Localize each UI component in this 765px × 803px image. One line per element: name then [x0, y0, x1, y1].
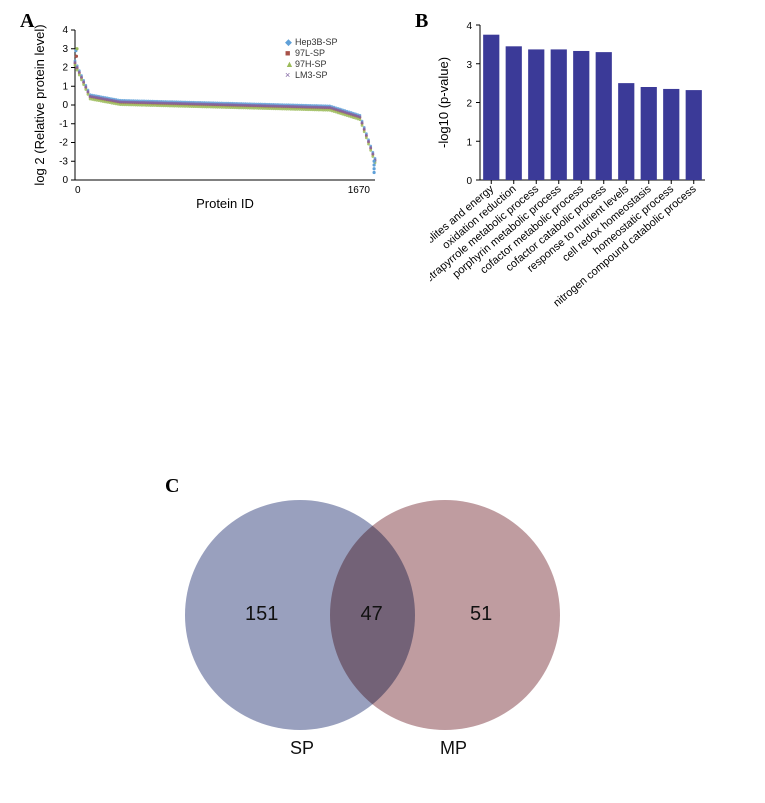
legend-marker: × — [285, 70, 290, 80]
bar-chart-svg: 01234-log10 (p-value)generation of precu… — [430, 15, 760, 395]
scatter-point — [367, 140, 370, 143]
svg-text:1: 1 — [466, 137, 472, 148]
venn-label-mp: MP — [440, 738, 467, 759]
svg-text:1670: 1670 — [348, 185, 371, 196]
venn-count-mp-only: 51 — [470, 603, 492, 626]
legend-label: 97H-SP — [295, 59, 327, 69]
scatter-point — [371, 155, 374, 158]
bar-rect — [686, 90, 702, 180]
scatter-point — [358, 118, 361, 121]
venn-label-sp: SP — [290, 738, 314, 759]
scatter-point — [361, 121, 364, 124]
scatter-point — [80, 76, 83, 79]
scatter-point — [74, 61, 77, 64]
scatter-point — [74, 64, 77, 67]
svg-text:4: 4 — [466, 21, 472, 32]
svg-text:0: 0 — [62, 100, 68, 111]
scatter-outlier — [75, 47, 78, 50]
bar-rect — [483, 35, 499, 180]
legend-label: Hep3B-SP — [295, 37, 338, 47]
svg-text:0: 0 — [62, 175, 68, 186]
bar-rect — [663, 89, 679, 180]
svg-text:-1: -1 — [59, 119, 68, 130]
legend-marker: ■ — [285, 48, 290, 58]
panel-c-venn: 151 47 51 SP MP — [170, 490, 600, 790]
scatter-point — [363, 130, 366, 133]
legend-label: 97L-SP — [295, 48, 325, 58]
bar-rect — [528, 49, 544, 180]
svg-text:3: 3 — [62, 44, 68, 55]
scatter-outlier — [75, 55, 78, 58]
panel-a-scatter: 0 -3 -2 -1 0 1 2 3 4 0 1670 Protein ID log 2 (Relati… — [30, 25, 390, 215]
bar-y-title: -log10 (p-value) — [436, 57, 451, 148]
scatter-point — [87, 93, 90, 96]
scatter-chart-svg: 0 -3 -2 -1 0 1 2 3 4 0 1670 Protein ID log 2 (Relati… — [30, 25, 390, 215]
scatter-point — [87, 90, 90, 93]
scatter-point — [80, 78, 83, 81]
scatter-point — [367, 143, 370, 146]
scatter-point — [84, 88, 87, 91]
scatter-point — [365, 137, 368, 140]
bar-rect — [596, 52, 612, 180]
scatter-point — [82, 80, 85, 83]
bar-rect — [641, 87, 657, 180]
scatter-outlier — [373, 163, 376, 166]
bar-rect — [551, 49, 567, 180]
venn-count-intersection: 47 — [361, 603, 383, 626]
scatter-point — [78, 71, 81, 74]
svg-text:-3: -3 — [59, 156, 68, 167]
scatter-outlier — [373, 171, 376, 174]
svg-text:-2: -2 — [59, 138, 68, 149]
scatter-point — [369, 146, 372, 149]
bar-rect — [506, 46, 522, 180]
scatter-point — [361, 124, 364, 127]
scatter-point — [369, 149, 372, 152]
legend-label: LM3-SP — [295, 70, 328, 80]
svg-text:2: 2 — [62, 63, 68, 74]
scatter-point — [76, 66, 79, 69]
legend-marker: ◆ — [285, 37, 292, 47]
bar-rect — [618, 83, 634, 180]
scatter-point — [371, 152, 374, 155]
scatter-point — [358, 115, 361, 118]
svg-text:3: 3 — [466, 60, 472, 71]
legend-marker: ▲ — [285, 59, 294, 69]
scatter-outlier — [373, 167, 376, 170]
panel-b-label: B — [415, 10, 428, 33]
svg-text:2: 2 — [466, 99, 472, 110]
scatter-point — [82, 83, 85, 86]
panel-b-barchart: 01234-log10 (p-value)generation of precu… — [430, 15, 760, 395]
scatter-point — [365, 134, 368, 137]
scatter-point — [363, 128, 366, 131]
svg-text:log 2 (Relative protein level): log 2 (Relative protein level) — [32, 25, 47, 186]
scatter-point — [84, 85, 87, 88]
svg-text:4: 4 — [62, 25, 68, 36]
svg-text:Protein ID: Protein ID — [196, 196, 254, 211]
svg-text:0: 0 — [75, 185, 81, 196]
scatter-outlier — [373, 160, 376, 163]
scatter-point — [78, 74, 81, 77]
svg-text:1: 1 — [62, 81, 68, 92]
bar-rect — [573, 51, 589, 180]
svg-text:0: 0 — [466, 176, 472, 187]
scatter-point — [76, 69, 79, 72]
venn-count-sp-only: 151 — [245, 603, 278, 626]
